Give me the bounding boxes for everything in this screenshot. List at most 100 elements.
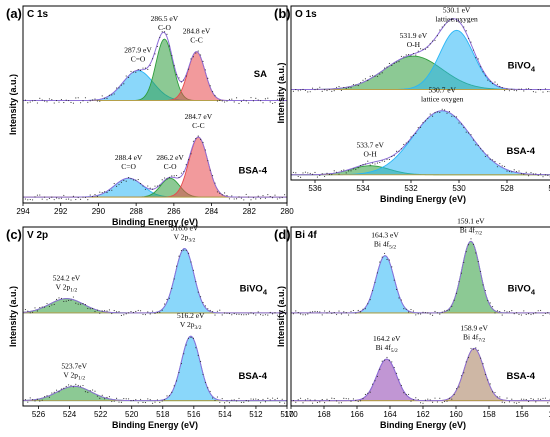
- raw-point: [528, 313, 530, 315]
- raw-point: [39, 97, 41, 99]
- raw-point: [496, 310, 498, 312]
- raw-point: [44, 396, 46, 398]
- raw-point: [376, 162, 378, 164]
- raw-point: [224, 101, 226, 103]
- raw-point: [470, 238, 472, 240]
- raw-point: [528, 88, 530, 90]
- raw-point: [183, 353, 185, 355]
- raw-point: [388, 158, 390, 160]
- raw-point: [101, 95, 103, 97]
- raw-point: [180, 250, 182, 252]
- peak-assignment-label: O-H: [364, 150, 378, 159]
- raw-point: [192, 337, 194, 339]
- raw-point: [441, 108, 443, 110]
- raw-point: [336, 171, 338, 173]
- raw-point: [173, 65, 175, 67]
- raw-point: [180, 81, 182, 83]
- raw-point: [99, 312, 101, 314]
- raw-point: [149, 64, 151, 67]
- raw-point: [185, 344, 187, 346]
- raw-point: [87, 199, 89, 201]
- raw-point: [231, 399, 233, 401]
- raw-point: [326, 90, 328, 92]
- raw-point: [516, 402, 518, 404]
- raw-point: [391, 64, 393, 66]
- raw-point: [525, 313, 527, 315]
- raw-point: [29, 312, 31, 314]
- raw-point: [460, 375, 462, 377]
- raw-point: [116, 185, 118, 187]
- raw-point: [87, 101, 89, 103]
- raw-point: [475, 144, 477, 146]
- raw-point: [142, 185, 144, 187]
- raw-point: [279, 98, 281, 100]
- raw-point: [154, 401, 156, 403]
- raw-point: [540, 309, 542, 311]
- raw-point: [420, 313, 422, 315]
- raw-point: [180, 172, 182, 174]
- envelope-fit: [291, 240, 550, 314]
- raw-point: [410, 400, 412, 402]
- raw-point: [255, 97, 257, 99]
- raw-point: [190, 336, 192, 338]
- raw-point: [492, 159, 494, 161]
- raw-point: [309, 172, 311, 174]
- raw-point: [487, 299, 489, 302]
- raw-point: [56, 100, 58, 102]
- spectrum-bivo4: [291, 18, 550, 93]
- raw-point: [178, 176, 180, 178]
- raw-point: [130, 178, 132, 180]
- raw-point: [257, 99, 259, 101]
- raw-point: [202, 373, 204, 375]
- raw-point: [281, 99, 283, 101]
- raw-point: [101, 310, 103, 312]
- raw-point: [451, 398, 453, 400]
- raw-point: [504, 90, 506, 92]
- raw-point: [27, 310, 29, 312]
- raw-point: [135, 71, 137, 73]
- raw-point: [214, 399, 216, 401]
- raw-point: [24, 99, 26, 101]
- raw-point: [506, 397, 508, 399]
- x-tick-label: 290: [92, 207, 106, 216]
- raw-point: [159, 401, 161, 403]
- raw-point: [168, 395, 170, 397]
- peak-assignment-label: C-O: [164, 162, 178, 171]
- raw-point: [118, 401, 120, 403]
- raw-point: [386, 158, 388, 160]
- spectrum-bsa-4: [291, 347, 550, 404]
- peak-energy-label: 158.9 eV: [460, 323, 488, 332]
- peak-annotation: 284.8 eVC-C: [183, 27, 211, 45]
- peak-fill-524.2: [23, 298, 287, 313]
- raw-point: [106, 396, 108, 399]
- raw-point: [147, 311, 149, 313]
- raw-point: [82, 384, 84, 387]
- peak-annotation: 524.2 eVV 2p1/2: [53, 274, 81, 294]
- raw-point: [159, 311, 161, 313]
- raw-point: [72, 102, 74, 104]
- raw-point: [453, 115, 455, 117]
- raw-point: [231, 98, 233, 100]
- raw-point: [436, 312, 438, 314]
- raw-point: [128, 398, 130, 400]
- raw-point: [156, 399, 158, 401]
- raw-point: [511, 171, 513, 173]
- raw-point: [84, 97, 86, 99]
- raw-point: [544, 312, 546, 314]
- raw-point: [142, 67, 144, 69]
- peak-energy-label: 530.7 eV: [428, 86, 456, 95]
- x-tick-label: 170: [284, 410, 298, 419]
- peak-fill-523.7: [23, 386, 287, 401]
- raw-point: [51, 392, 53, 394]
- raw-point: [295, 310, 297, 312]
- raw-point: [340, 170, 342, 172]
- raw-point: [484, 75, 486, 77]
- raw-point: [207, 387, 209, 389]
- raw-point: [319, 86, 321, 88]
- raw-point: [245, 100, 247, 102]
- sample-label: BiVO4: [508, 61, 536, 74]
- raw-point: [128, 177, 130, 179]
- raw-point: [458, 281, 460, 283]
- raw-point: [532, 173, 534, 175]
